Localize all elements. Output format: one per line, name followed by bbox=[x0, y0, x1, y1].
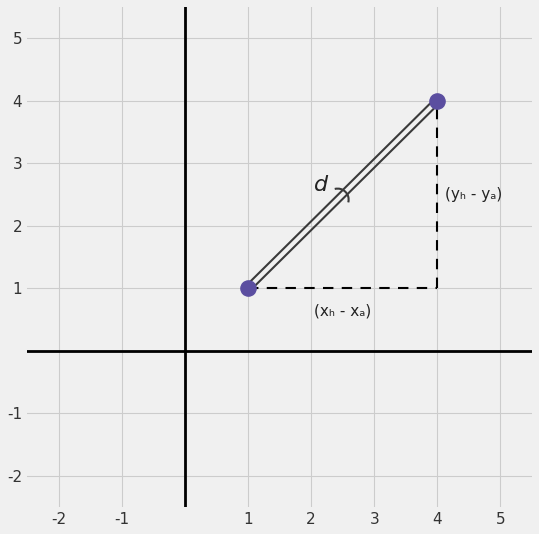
Text: d: d bbox=[314, 175, 328, 195]
Text: (xₕ - xₐ): (xₕ - xₐ) bbox=[314, 304, 371, 319]
Point bbox=[244, 284, 252, 293]
Point bbox=[433, 97, 441, 105]
Text: (yₕ - yₐ): (yₕ - yₐ) bbox=[445, 187, 502, 202]
